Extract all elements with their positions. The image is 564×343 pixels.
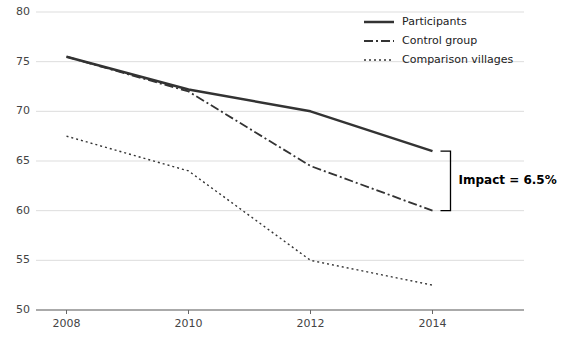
y-tick-label: 50 — [16, 303, 30, 316]
y-tick-label: 55 — [16, 253, 30, 266]
legend-label: Participants — [402, 15, 467, 28]
x-tick-label: 2008 — [53, 317, 81, 330]
legend: Participants Control group Comparison vill… — [364, 15, 514, 66]
x-tick — [66, 310, 67, 314]
legend-label: Control group — [402, 34, 477, 47]
grid-line — [36, 310, 524, 311]
y-tick-label: 60 — [16, 204, 30, 217]
legend-swatch — [364, 59, 394, 60]
x-axis-line — [36, 310, 524, 311]
x-tick-label: 2010 — [175, 317, 203, 330]
x-tick — [310, 310, 311, 314]
series-line — [67, 136, 433, 285]
x-tick — [188, 310, 189, 314]
grid-line — [36, 12, 524, 13]
x-tick-label: 2012 — [297, 317, 325, 330]
grid-line — [36, 260, 524, 261]
annotation: Impact = 6.5% — [459, 173, 557, 187]
legend-swatch — [364, 40, 394, 42]
y-tick-label: 65 — [16, 154, 30, 167]
legend-label: Comparison villages — [402, 53, 514, 66]
impact-bracket: Impact = 6.5% — [441, 151, 557, 211]
plot-area — [67, 57, 433, 285]
y-tick-label: 75 — [16, 55, 30, 68]
grid-line — [36, 111, 524, 112]
y-tick-label: 80 — [16, 5, 30, 18]
y-tick-label: 70 — [16, 104, 30, 117]
series-line — [67, 57, 433, 151]
bracket — [441, 151, 451, 211]
legend-swatch — [364, 21, 394, 24]
x-tick-label: 2014 — [419, 317, 447, 330]
series-line — [67, 57, 433, 211]
chart: 50 55 60 65 70 75 80 2008 2010 2012 2014 Participan… — [0, 0, 564, 343]
x-tick — [432, 310, 433, 314]
